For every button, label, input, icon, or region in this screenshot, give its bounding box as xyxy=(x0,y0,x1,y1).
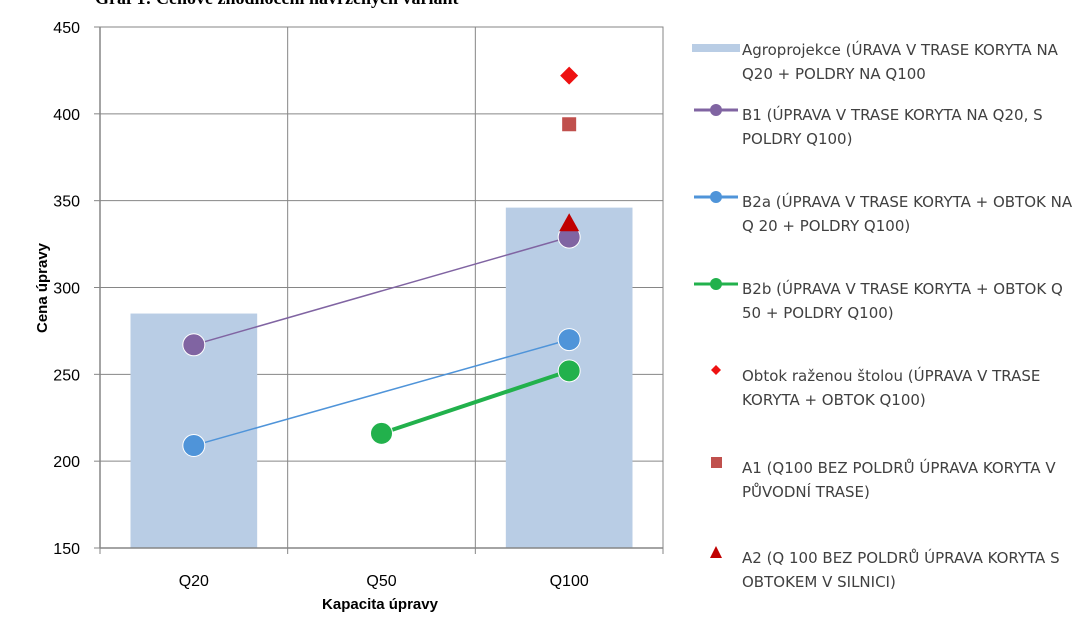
legend-item: Obtok raženou štolou (ÚPRAVA V TRASE KOR… xyxy=(692,358,1082,412)
data-point-diamond xyxy=(560,66,579,85)
y-tick-label: 350 xyxy=(53,194,80,211)
legend-key xyxy=(711,457,722,468)
legend-label: B2b (ÚPRAVA V TRASE KORYTA + OBTOK Q 50 … xyxy=(742,280,1063,322)
x-tick-label: Q50 xyxy=(366,573,396,590)
axes xyxy=(94,26,664,554)
legend-label: B1 (ÚPRAVA V TRASE KORYTA NA Q20, S POLD… xyxy=(742,106,1043,148)
data-point-triangle xyxy=(559,213,580,232)
legend-key xyxy=(694,278,738,290)
y-tick-label: 150 xyxy=(53,541,80,558)
series-markers xyxy=(182,66,581,458)
series-lines xyxy=(193,236,570,447)
legend-key xyxy=(711,365,721,375)
y-tick-label: 400 xyxy=(53,107,80,124)
legend-label: A2 (Q 100 BEZ POLDRŮ ÚPRAVA KORYTA S OBT… xyxy=(742,549,1060,591)
legend-marker xyxy=(710,546,722,558)
legend-item: B2b (ÚPRAVA V TRASE KORYTA + OBTOK Q 50 … xyxy=(692,271,1082,325)
y-tick-label: 300 xyxy=(53,281,80,298)
legend-key xyxy=(694,104,738,116)
y-tick-label: 200 xyxy=(53,454,80,471)
legend-label: A1 (Q100 BEZ POLDRŮ ÚPRAVA KORYTA V PŮVO… xyxy=(742,459,1056,501)
legend-item: B2a (ÚPRAVA V TRASE KORYTA + OBTOK NA Q … xyxy=(692,184,1082,238)
legend-marker xyxy=(710,278,722,290)
legend-label: B2a (ÚPRAVA V TRASE KORYTA + OBTOK NA Q … xyxy=(742,193,1073,235)
legend-item: Agroprojekce (ÚRAVA V TRASE KORYTA NA Q2… xyxy=(692,32,1082,86)
chart-caption: Graf 1: Cenové zhodnocení navržených var… xyxy=(95,0,458,9)
legend-marker xyxy=(711,457,722,468)
series-line xyxy=(193,236,570,346)
legend-swatch xyxy=(692,44,740,52)
y-axis-title: Cena úpravy xyxy=(34,242,51,333)
data-point xyxy=(370,421,393,445)
legend-marker xyxy=(710,104,722,116)
data-point-square xyxy=(562,117,577,132)
data-point xyxy=(557,359,581,383)
x-axis-title: Kapacita úpravy xyxy=(322,596,439,613)
legend-marker xyxy=(711,365,721,375)
x-tick-label: Q20 xyxy=(179,573,209,590)
legend-item: A2 (Q 100 BEZ POLDRŮ ÚPRAVA KORYTA S OBT… xyxy=(692,540,1082,594)
data-point xyxy=(182,434,206,458)
y-tick-label: 450 xyxy=(53,20,80,37)
legend-marker xyxy=(710,191,722,203)
legend-item: B1 (ÚPRAVA V TRASE KORYTA NA Q20, S POLD… xyxy=(692,97,1082,151)
y-tick-label: 250 xyxy=(53,367,80,384)
legend-label: Agroprojekce (ÚRAVA V TRASE KORYTA NA Q2… xyxy=(742,41,1058,83)
data-point xyxy=(557,328,581,352)
legend-label: Obtok raženou štolou (ÚPRAVA V TRASE KOR… xyxy=(742,367,1041,409)
legend-item: A1 (Q100 BEZ POLDRŮ ÚPRAVA KORYTA V PŮVO… xyxy=(692,450,1082,504)
series-line xyxy=(380,368,570,436)
tick-labels: 150 200 250 300 350 400 450 Q20 Q50 Q100 xyxy=(53,20,589,590)
bars xyxy=(130,207,633,548)
series-line xyxy=(193,338,570,447)
legend-key xyxy=(692,44,740,52)
data-point xyxy=(182,333,206,357)
x-tick-label: Q100 xyxy=(550,573,589,590)
legend-key xyxy=(694,191,738,203)
legend-key xyxy=(710,546,722,558)
